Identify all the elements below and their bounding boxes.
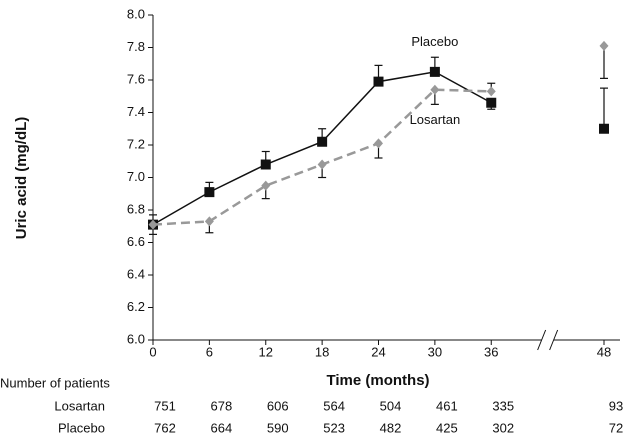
y-tick-label: 7.4: [127, 104, 145, 119]
x-tick-label: 12: [259, 344, 273, 359]
axis-break: [549, 329, 559, 351]
series-line: [152, 88, 492, 226]
patients-count: 461: [436, 398, 458, 413]
y-tick-label: 6.6: [127, 234, 145, 249]
patients-count: 564: [323, 398, 345, 413]
marker: [430, 84, 440, 95]
patients-count: 664: [211, 420, 233, 435]
annotation: Losartan: [410, 112, 461, 127]
patients-count: 678: [211, 398, 233, 413]
x-tick-label: 36: [484, 344, 498, 359]
y-tick-label: 6.2: [127, 299, 145, 314]
patients-row-label: Losartan: [54, 398, 105, 413]
x-tick-label: 24: [371, 344, 385, 359]
patients-title: Number of patients: [0, 375, 110, 390]
y-tick-label: 6.4: [127, 266, 145, 281]
marker: [374, 138, 383, 149]
annotation: Placebo: [411, 34, 458, 49]
marker: [599, 40, 609, 51]
marker: [148, 219, 158, 230]
marker: [317, 159, 327, 170]
marker: [204, 216, 214, 227]
x-tick-label: 18: [315, 344, 329, 359]
x-tick-label: 0: [149, 344, 156, 359]
marker: [429, 66, 440, 77]
patients-count: 504: [380, 398, 402, 413]
marker: [486, 86, 496, 97]
marker: [317, 136, 328, 147]
patients-count: 425: [436, 420, 458, 435]
marker: [260, 159, 271, 170]
axis-break: [537, 329, 547, 351]
patients-count: 93: [609, 398, 623, 413]
y-tick-label: 7.8: [127, 39, 145, 54]
y-tick-label: 6.0: [127, 331, 145, 346]
patients-count: 523: [323, 420, 345, 435]
y-tick-label: 7.0: [127, 169, 145, 184]
y-axis-label: Uric acid (mg/dL): [13, 117, 30, 240]
y-tick-label: 7.6: [127, 71, 145, 86]
x-axis-label: Time (months): [326, 372, 429, 389]
patients-count: 606: [267, 398, 289, 413]
patients-count: 590: [267, 420, 289, 435]
patients-row-label: Placebo: [58, 420, 105, 435]
y-tick-label: 8.0: [127, 6, 145, 21]
patients-count: 335: [492, 398, 514, 413]
marker: [599, 123, 609, 134]
marker: [261, 180, 271, 191]
patients-count: 482: [380, 420, 402, 435]
patients-count: 302: [492, 420, 514, 435]
patients-count: 762: [154, 420, 176, 435]
patients-count: 751: [154, 398, 176, 413]
marker: [486, 97, 497, 108]
marker: [204, 187, 215, 198]
marker: [373, 76, 384, 87]
x-tick-label: 30: [428, 344, 442, 359]
y-tick-label: 7.2: [127, 136, 145, 151]
series-line: [152, 71, 492, 226]
patients-count: 72: [609, 420, 623, 435]
y-tick-label: 6.8: [127, 201, 145, 216]
x-tick-label: 6: [206, 344, 213, 359]
x-tick-label: 48: [597, 344, 611, 359]
